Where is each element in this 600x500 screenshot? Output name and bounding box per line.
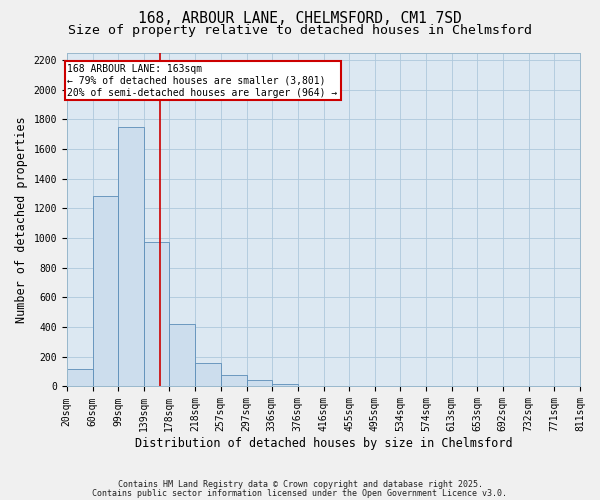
Bar xyxy=(247,380,272,386)
Bar xyxy=(93,196,118,386)
Bar xyxy=(67,368,93,386)
Bar xyxy=(221,374,247,386)
X-axis label: Distribution of detached houses by size in Chelmsford: Distribution of detached houses by size … xyxy=(134,437,512,450)
Bar xyxy=(169,324,195,386)
Bar xyxy=(144,242,169,386)
Bar xyxy=(118,126,144,386)
Text: 168, ARBOUR LANE, CHELMSFORD, CM1 7SD: 168, ARBOUR LANE, CHELMSFORD, CM1 7SD xyxy=(138,11,462,26)
Text: Size of property relative to detached houses in Chelmsford: Size of property relative to detached ho… xyxy=(68,24,532,37)
Text: Contains HM Land Registry data © Crown copyright and database right 2025.: Contains HM Land Registry data © Crown c… xyxy=(118,480,482,489)
Bar xyxy=(272,384,298,386)
Text: Contains public sector information licensed under the Open Government Licence v3: Contains public sector information licen… xyxy=(92,489,508,498)
Bar xyxy=(195,364,221,386)
Text: 168 ARBOUR LANE: 163sqm
← 79% of detached houses are smaller (3,801)
20% of semi: 168 ARBOUR LANE: 163sqm ← 79% of detache… xyxy=(67,64,338,98)
Y-axis label: Number of detached properties: Number of detached properties xyxy=(15,116,28,323)
